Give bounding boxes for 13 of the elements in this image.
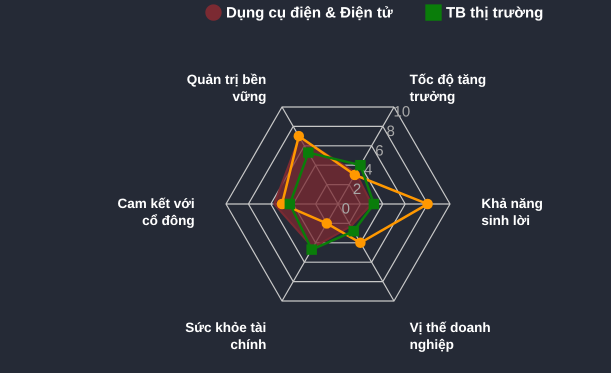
y-tick-label: 0 <box>342 200 350 218</box>
spoke-label: Vị thế doanh nghiệp <box>410 320 491 352</box>
spoke-label: Quản trị bền vững <box>186 72 266 104</box>
spoke-label: Tốc độ tăng trưởng <box>410 72 486 104</box>
y-tick-label: 6 <box>375 142 384 160</box>
spoke-label: Khả năng sinh lời <box>481 196 543 228</box>
y-tick-label: 8 <box>386 122 395 140</box>
y-tick-label: 4 <box>364 162 372 179</box>
spoke-label: Sức khỏe tài chính <box>185 320 266 352</box>
legend-label: Dụng cụ điện & Điện tử <box>226 4 393 22</box>
y-tick-label: 2 <box>352 181 362 198</box>
legend-label: TB thị trường <box>446 4 544 22</box>
spoke-label: Cam kết với cổ đông <box>118 196 195 228</box>
